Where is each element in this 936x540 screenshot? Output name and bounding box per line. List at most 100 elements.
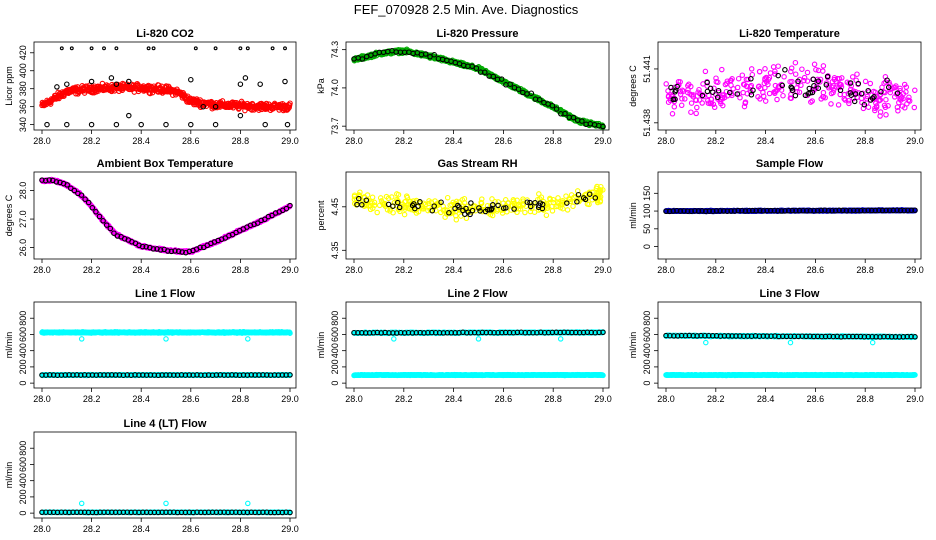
data-point	[677, 79, 683, 85]
data-point	[742, 99, 749, 105]
data-point	[111, 230, 117, 236]
data-point	[155, 372, 162, 379]
y-tick-label: 0	[18, 381, 28, 386]
x-tick-label: 28.8	[232, 136, 250, 146]
x-tick-label: 28.2	[707, 136, 725, 146]
data-point	[356, 195, 362, 202]
data-point	[904, 101, 910, 107]
data-point	[756, 68, 763, 75]
data-point	[469, 63, 475, 70]
data-point	[906, 94, 912, 101]
data-point	[841, 96, 847, 102]
data-point	[473, 65, 480, 71]
x-tick-label: 28.0	[657, 265, 675, 275]
data-point	[745, 76, 751, 83]
data-point	[200, 103, 206, 110]
data-point	[837, 87, 844, 94]
y-axis-label: percent	[316, 200, 326, 231]
plot-frame	[657, 171, 922, 260]
data-point	[757, 96, 763, 102]
data-layer	[663, 59, 918, 119]
data-point	[453, 217, 460, 223]
data-point	[788, 68, 794, 75]
data-point	[489, 196, 495, 202]
x-tick-label: 28.4	[445, 265, 463, 275]
x-tick-label: 28.6	[182, 136, 200, 146]
data-point	[357, 189, 363, 195]
plot-frame	[33, 171, 297, 260]
data-point	[287, 372, 293, 378]
data-point	[108, 75, 115, 81]
x-tick-label: 29.0	[281, 394, 299, 404]
data-point	[359, 202, 365, 208]
data-point	[699, 208, 705, 214]
x-tick-label: 28.6	[182, 265, 200, 275]
data-point	[692, 208, 698, 214]
data-point	[64, 81, 70, 87]
data-point	[213, 46, 218, 51]
plot-frame	[345, 301, 610, 389]
y-tick-label: 400	[18, 343, 28, 358]
data-point	[788, 65, 795, 71]
data-point	[822, 207, 828, 213]
data-point	[212, 103, 219, 110]
data-point	[800, 207, 806, 214]
data-point	[711, 104, 718, 111]
data-point	[847, 207, 853, 214]
data-point	[562, 110, 568, 117]
data-point	[877, 113, 883, 119]
data-layer	[351, 46, 606, 130]
data-point	[460, 207, 466, 214]
panel-title: Li-820 Pressure	[437, 28, 519, 40]
data-point	[893, 91, 900, 97]
series-raw	[39, 176, 293, 256]
data-point	[674, 207, 680, 214]
data-point	[669, 111, 676, 117]
y-axis-label: Licor ppm	[4, 66, 14, 106]
data-point	[737, 94, 743, 101]
series-dips	[78, 336, 251, 342]
data-point	[756, 83, 762, 89]
data-point	[760, 208, 767, 214]
y-tick-label: 74.3	[330, 41, 340, 59]
data-point	[901, 81, 908, 88]
series-avg	[668, 67, 901, 108]
data-point	[867, 80, 874, 87]
y-tick-label: 0	[642, 244, 652, 249]
data-point	[815, 67, 822, 74]
data-point	[699, 92, 706, 99]
plot-frame	[345, 171, 610, 260]
data-point	[832, 207, 839, 214]
data-point	[748, 76, 754, 82]
data-point	[113, 81, 120, 87]
data-point	[107, 225, 114, 232]
data-point	[779, 82, 786, 89]
data-point	[671, 104, 678, 110]
data-point	[782, 67, 788, 73]
panel-title: Gas Stream RH	[437, 158, 517, 170]
data-point	[713, 75, 719, 81]
data-point	[536, 97, 543, 103]
y-tick-label: 51.441	[642, 55, 652, 83]
data-point	[237, 112, 244, 119]
data-point	[46, 177, 52, 183]
x-tick-label: 28.0	[345, 394, 363, 404]
data-point	[248, 372, 255, 378]
x-tick-label: 29.0	[594, 136, 612, 146]
x-tick-label: 28.2	[83, 394, 101, 404]
data-point	[690, 92, 697, 98]
data-point	[484, 206, 491, 213]
x-tick-label: 28.4	[132, 394, 150, 404]
data-point	[262, 216, 268, 223]
data-point	[385, 195, 392, 202]
data-point	[395, 191, 402, 198]
data-point	[829, 207, 835, 214]
x-tick-label: 29.0	[594, 394, 612, 404]
data-point	[717, 98, 723, 104]
data-point	[186, 372, 193, 378]
data-point	[85, 199, 92, 206]
data-point	[452, 205, 458, 212]
y-tick-label: 73.7	[330, 117, 340, 135]
data-point	[789, 87, 796, 94]
